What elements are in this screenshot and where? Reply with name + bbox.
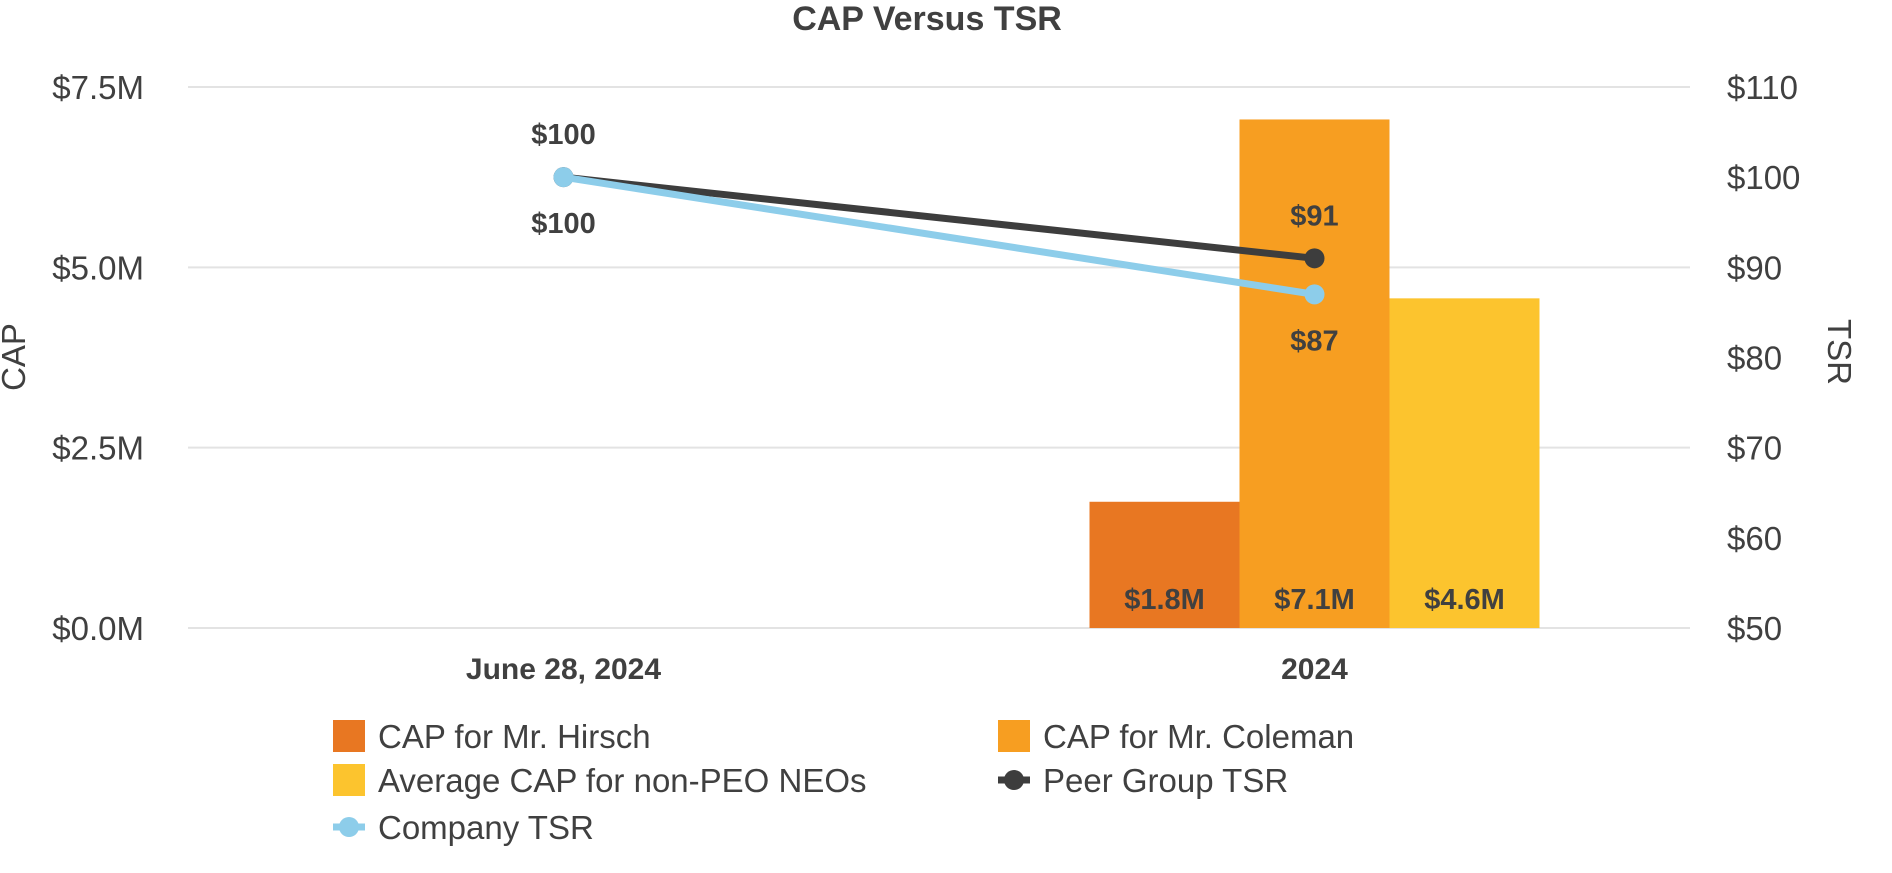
right-tick-label: $100 (1727, 159, 1800, 196)
line-data-label: $100 (531, 119, 596, 151)
legend-label: CAP for Mr. Hirsch (378, 718, 651, 755)
bar-cap-for-mr-coleman (1239, 119, 1390, 629)
chart-title: CAP Versus TSR (792, 0, 1062, 38)
legend-swatch-cap-for-mr-hirsch (333, 720, 365, 752)
marker-company-tsr (553, 167, 574, 188)
bar-data-label: $4.6M (1424, 584, 1505, 616)
bar-average-cap-for-non-peo-neos (1389, 298, 1540, 628)
left-tick-label: $0.0M (52, 610, 144, 647)
right-tick-label: $50 (1727, 610, 1782, 647)
legend-label: Company TSR (378, 809, 594, 846)
left-axis-label: CAP (0, 323, 32, 391)
right-tick-label: $90 (1727, 249, 1782, 286)
legend-swatch-cap-for-mr-coleman (998, 720, 1030, 752)
right-axis-label: TSR (1821, 319, 1858, 385)
left-tick-label: $5.0M (52, 249, 144, 286)
legend-label: CAP for Mr. Coleman (1043, 718, 1354, 755)
legend-label: Average CAP for non-PEO NEOs (378, 762, 867, 799)
marker-company-tsr (1304, 284, 1325, 305)
bar-data-label: $1.8M (1124, 584, 1205, 616)
line-data-label: $100 (531, 208, 596, 240)
right-y-axis: $50 $60 $70 $80 $90 $100 $110 (1727, 69, 1800, 647)
right-tick-label: $60 (1727, 520, 1782, 557)
line-data-label: $91 (1290, 200, 1338, 232)
line-series-group: $100 $91 $100 $87 (531, 119, 1338, 357)
line-company-tsr (562, 173, 1316, 298)
right-tick-label: $70 (1727, 430, 1782, 467)
left-tick-label: $2.5M (52, 430, 144, 467)
bar-data-label: $7.1M (1274, 584, 1355, 616)
right-tick-label: $110 (1727, 69, 1798, 106)
legend-swatch-average-cap-for-non-peo-neos (333, 764, 365, 796)
legend-label: Peer Group TSR (1043, 762, 1288, 799)
right-tick-label: $80 (1727, 340, 1782, 377)
left-tick-label: $7.5M (52, 69, 144, 106)
bar-series-group: $1.8M $7.1M $4.6M (1089, 119, 1540, 629)
bar-cap-for-mr-hirsch (1089, 501, 1240, 628)
left-y-axis: $0.0M $2.5M $5.0M $7.5M (52, 69, 144, 647)
category-label: June 28, 2024 (466, 653, 661, 686)
legend: CAP for Mr. Hirsch CAP for Mr. Coleman Ave… (333, 718, 1354, 846)
category-label: 2024 (1281, 653, 1348, 686)
category-labels: June 28, 2024 2024 (466, 653, 1348, 686)
line-peer-group-tsr (563, 173, 1315, 262)
line-data-label: $87 (1290, 325, 1338, 357)
legend-marker-company-tsr (339, 817, 359, 837)
marker-peer-group-tsr (1304, 248, 1325, 269)
legend-marker-peer-group-tsr (1004, 770, 1024, 790)
